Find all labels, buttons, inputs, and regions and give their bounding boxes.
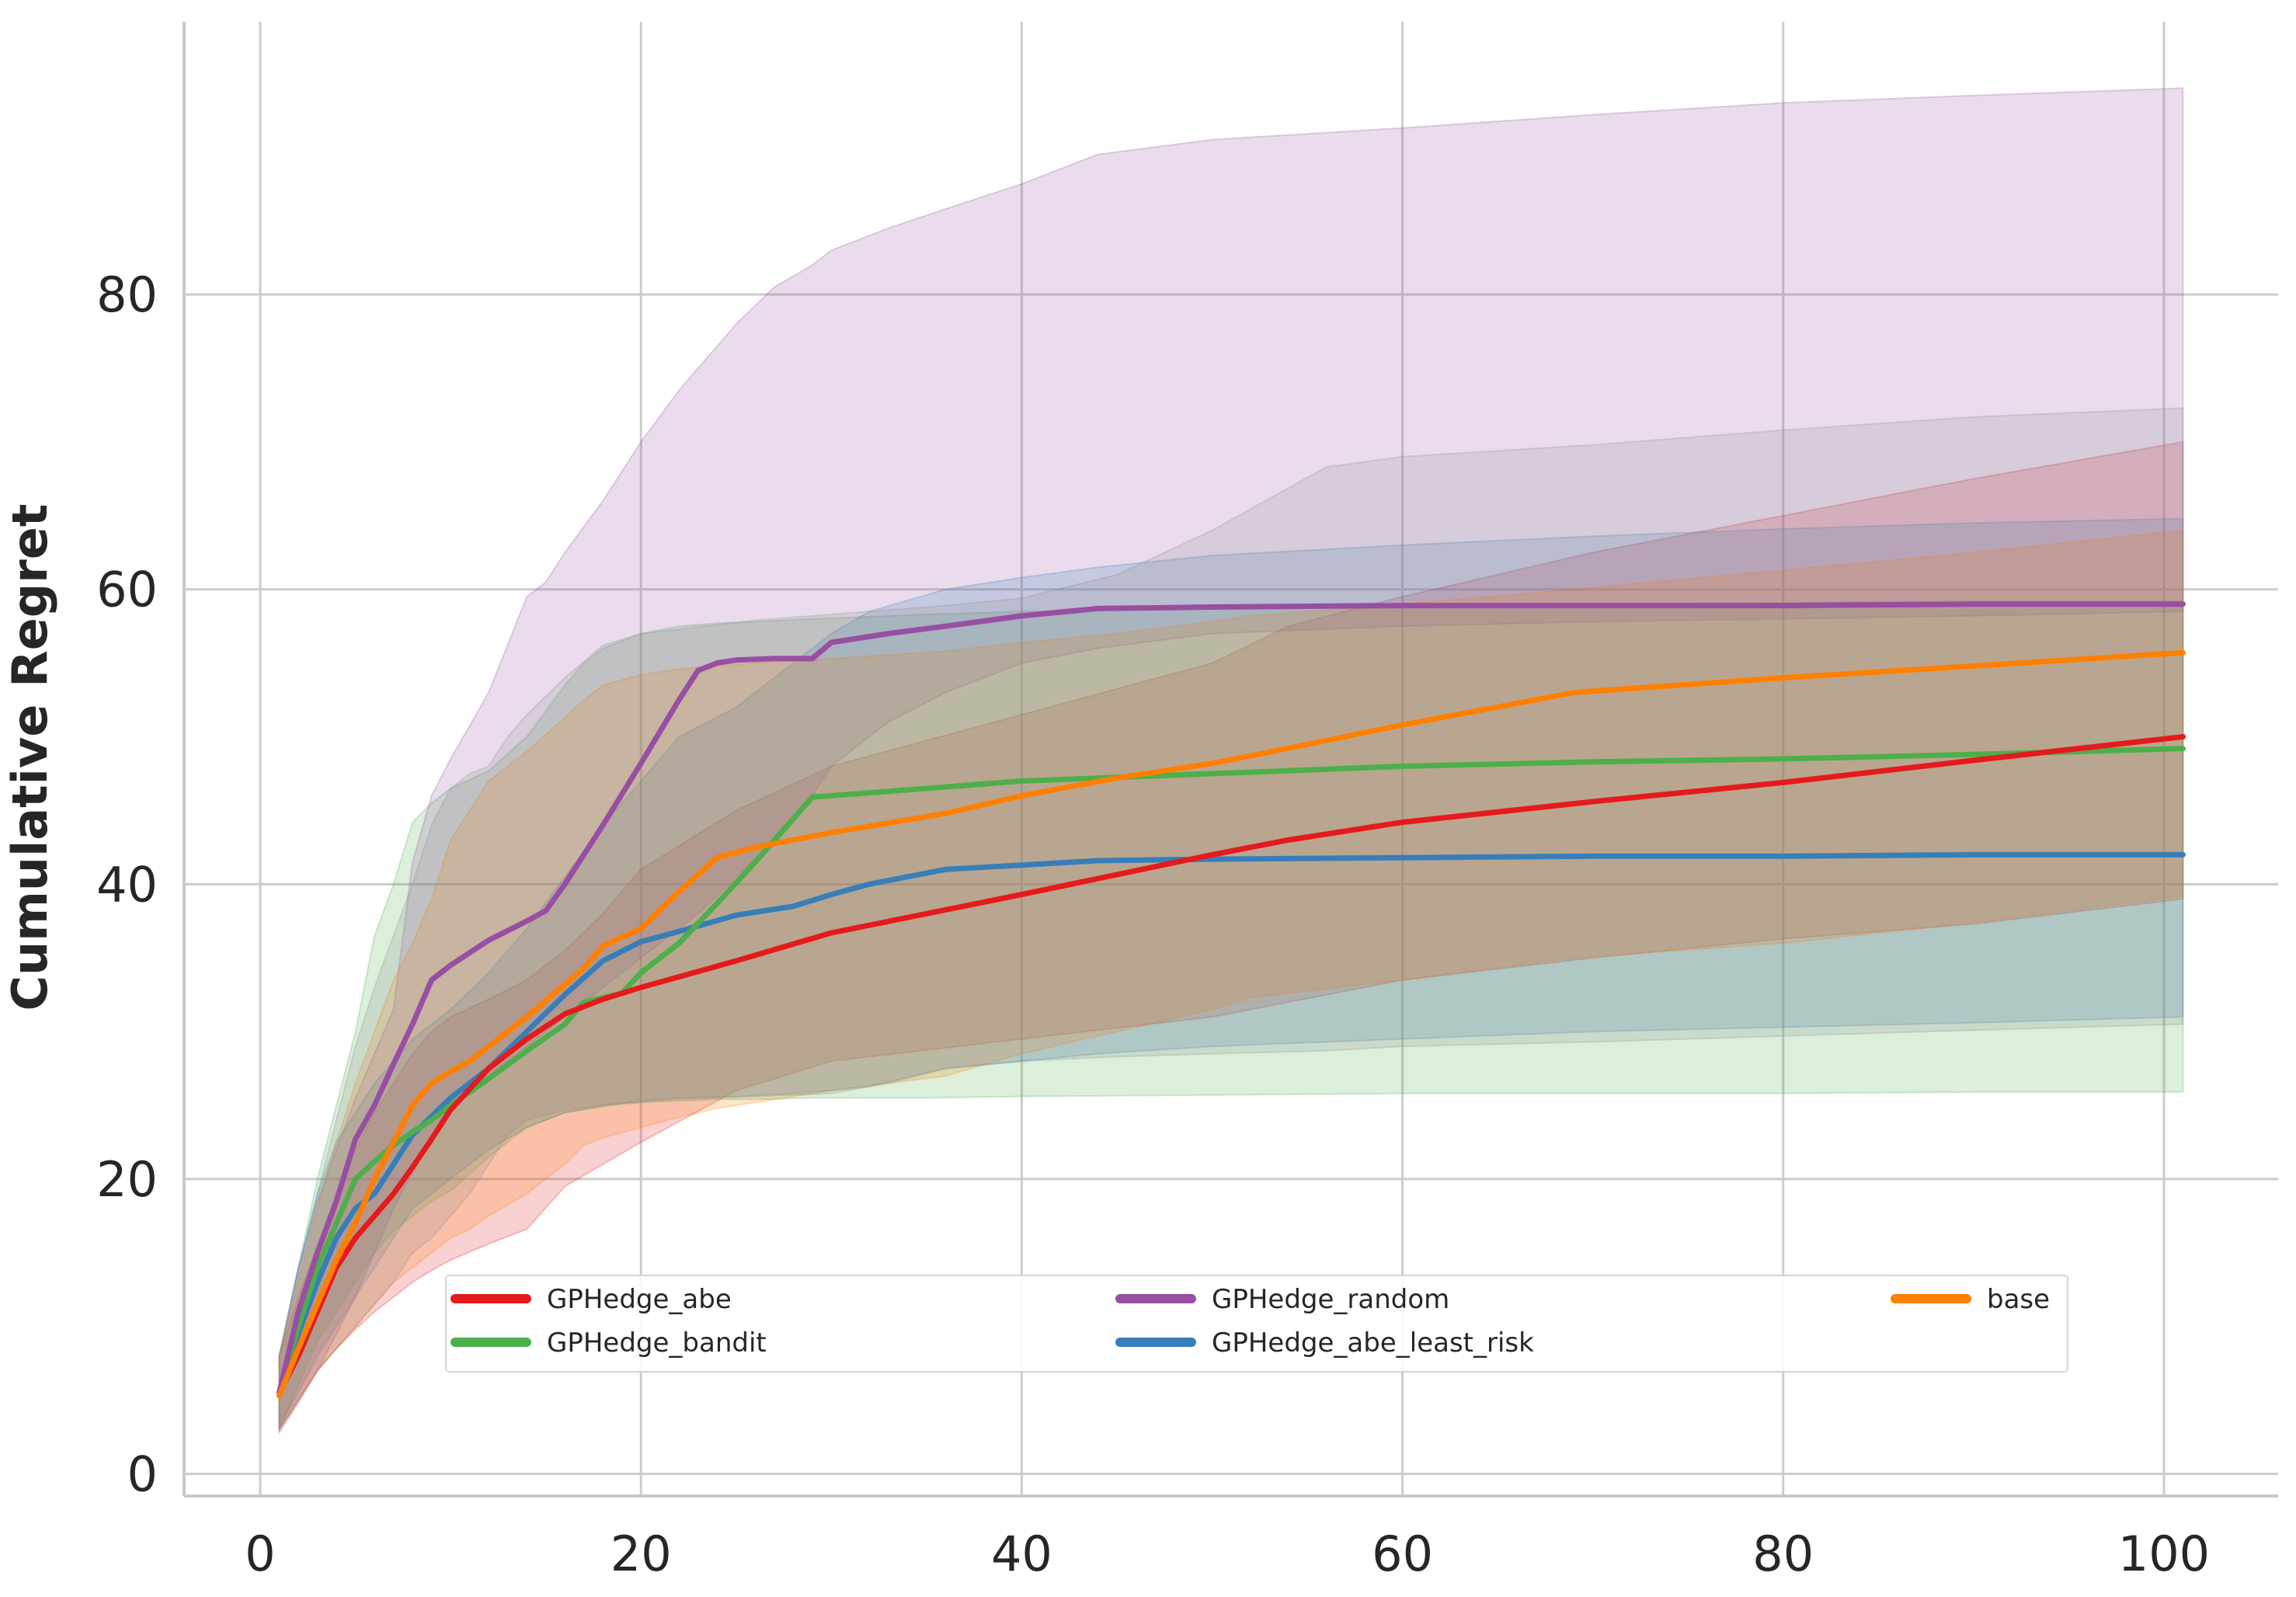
legend-item-GPHedge_bandit: GPHedge_bandit bbox=[451, 1327, 767, 1359]
legend: GPHedge_abe GPHedge_bandit GPHedge_random G… bbox=[445, 1275, 2068, 1373]
band-GPHedge_abe bbox=[278, 440, 2184, 1432]
series-lines bbox=[277, 601, 2186, 1399]
y-axis-title: Cumulative Regret bbox=[2, 504, 58, 1011]
line-GPHedge_random bbox=[277, 601, 2186, 1396]
y-tick-label: 20 bbox=[96, 1151, 158, 1208]
legend-label: GPHedge_abe_least_risk bbox=[1212, 1327, 1534, 1359]
legend-label: GPHedge_abe bbox=[547, 1284, 732, 1315]
x-tick-label: 40 bbox=[991, 1526, 1052, 1582]
line-base bbox=[277, 649, 2186, 1399]
band-base bbox=[278, 529, 2184, 1432]
x-tick-label: 80 bbox=[1752, 1526, 1814, 1582]
legend-label: GPHedge_random bbox=[1212, 1284, 1449, 1315]
y-tick-label: 40 bbox=[96, 856, 158, 913]
x-tick-label: 0 bbox=[245, 1526, 275, 1582]
y-tick-label: 60 bbox=[96, 562, 158, 618]
x-tick-label: 60 bbox=[1372, 1526, 1433, 1582]
legend-item-GPHedge_abe_least_risk: GPHedge_abe_least_risk bbox=[1115, 1327, 1534, 1359]
legend-item-GPHedge_random: GPHedge_random bbox=[1115, 1284, 1449, 1315]
x-tick-label: 20 bbox=[611, 1526, 672, 1582]
confidence-bands bbox=[278, 87, 2184, 1435]
tick-labels: 0 20 40 60 80 100 0 20 40 60 80 bbox=[96, 266, 2210, 1582]
legend-item-GPHedge_abe: GPHedge_abe bbox=[451, 1284, 732, 1315]
legend-label: base bbox=[1987, 1284, 2050, 1315]
band-GPHedge_bandit bbox=[278, 600, 2184, 1430]
legend-item-base: base bbox=[1891, 1284, 2050, 1315]
legend-label: GPHedge_bandit bbox=[547, 1327, 767, 1359]
y-tick-label: 0 bbox=[127, 1446, 158, 1503]
band-extra-0 bbox=[278, 407, 2184, 1432]
legend-box bbox=[445, 1275, 2068, 1373]
line-GPHedge_abe bbox=[277, 734, 2186, 1396]
y-tick-label: 80 bbox=[96, 266, 158, 323]
axes bbox=[183, 22, 2278, 1498]
band-GPHedge_abe_least_risk bbox=[278, 517, 2184, 1430]
x-tick-label: 100 bbox=[2118, 1526, 2210, 1582]
